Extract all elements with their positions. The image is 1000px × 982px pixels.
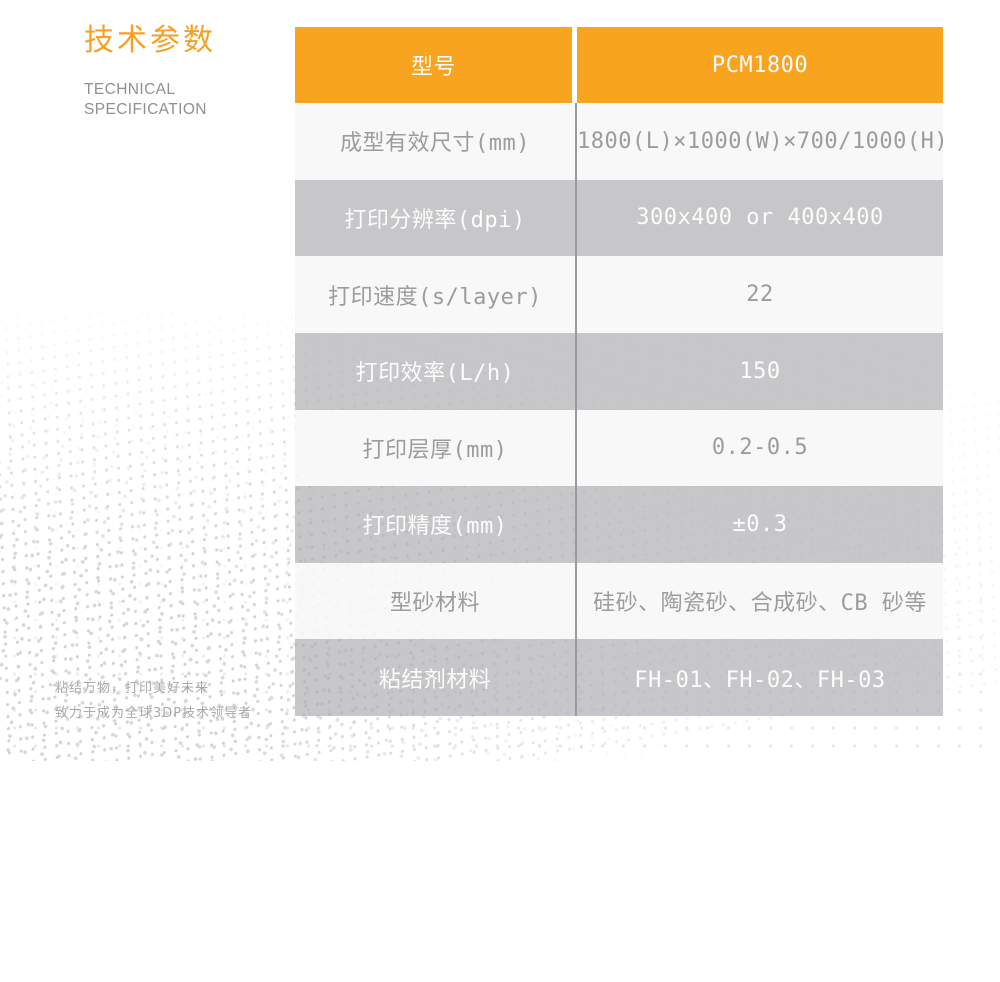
row-value: 150	[739, 358, 781, 384]
table-row: 打印效率(L/h) 150	[295, 332, 943, 410]
row-label: 粘结剂材料	[295, 639, 577, 716]
row-value: 1800(L)×1000(W)×700/1000(H)	[577, 128, 949, 154]
spec-table: 型号 PCM1800 成型有效尺寸(mm) 1800(L)×1000(W)×700…	[295, 27, 948, 716]
row-label: 成型有效尺寸(mm)	[295, 103, 577, 180]
table-row: 打印速度(s/layer) 22	[295, 256, 943, 333]
footer-slogan: 粘结万物，打印美好未来 致力于成为全球3DP技术领导者	[55, 676, 252, 726]
row-label: 打印层厚(mm)	[295, 409, 577, 487]
page-subtitle-line1: TECHNICAL	[84, 81, 176, 98]
row-label: 打印精度(mm)	[295, 486, 577, 563]
table-header-value-cell: PCM1800	[711, 52, 809, 78]
row-value: 0.2-0.5	[711, 435, 809, 461]
row-value: 硅砂、陶瓷砂、合成砂、CB 砂等	[593, 591, 927, 617]
row-value: 300x400 or 400x400	[636, 205, 884, 231]
table-row: 型砂材料 硅砂、陶瓷砂、合成砂、CB 砂等	[295, 562, 943, 640]
row-label: 打印速度(s/layer)	[295, 256, 577, 333]
page-subtitle: TECHNICAL SPECIFICATION	[84, 80, 216, 120]
table-row: 打印层厚(mm) 0.2-0.5	[295, 409, 943, 487]
slogan-line-1: 粘结万物，打印美好未来	[55, 681, 210, 696]
table-header-label-cell: 型号	[295, 27, 577, 103]
row-label: 打印效率(L/h)	[295, 332, 577, 410]
page: 技术参数 TECHNICAL SPECIFICATION 型号 PCM1800 …	[0, 24, 1000, 982]
table-row: 粘结剂材料 FH-01、FH-02、FH-03	[295, 639, 943, 716]
row-value: ±0.3	[732, 511, 788, 537]
slogan-line-2: 致力于成为全球3DP技术领导者	[55, 706, 253, 721]
row-label: 打印分辨率(dpi)	[295, 179, 577, 257]
table-row: 成型有效尺寸(mm) 1800(L)×1000(W)×700/1000(H)	[295, 103, 948, 180]
table-row: 打印分辨率(dpi) 300x400 or 400x400	[295, 179, 943, 257]
page-subtitle-line2: SPECIFICATION	[84, 101, 207, 118]
row-value: 22	[746, 282, 774, 308]
table-row: 打印精度(mm) ±0.3	[295, 486, 943, 563]
row-value: FH-01、FH-02、FH-03	[634, 667, 886, 693]
page-title: 技术参数	[84, 23, 216, 58]
table-header-row: 型号 PCM1800	[295, 27, 943, 103]
section-heading: 技术参数 TECHNICAL SPECIFICATION	[84, 24, 216, 120]
row-label: 型砂材料	[295, 562, 577, 640]
table-body: 成型有效尺寸(mm) 1800(L)×1000(W)×700/1000(H) 打印分…	[295, 103, 948, 716]
